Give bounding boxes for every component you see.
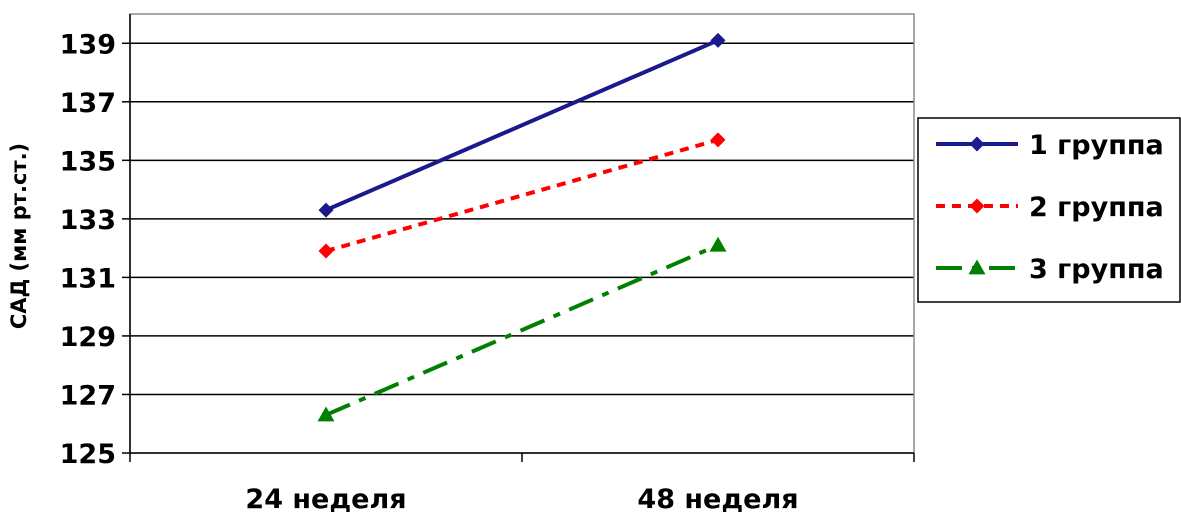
series-line-3: [325, 243, 719, 417]
data-point: [318, 243, 334, 259]
data-point: [318, 202, 334, 218]
y-tick-label: 139: [60, 29, 116, 60]
legend-label: 1 группа: [1029, 130, 1164, 161]
legend-entry-1: 1 группа: [936, 130, 1164, 161]
axes: 125 127 129 131 133 135 137 139 24 неделя 48 неде…: [60, 14, 915, 515]
y-tick-label: 135: [60, 146, 116, 177]
gridlines: [130, 42, 914, 396]
y-tick-label: 125: [60, 439, 116, 470]
data-point: [709, 236, 727, 252]
series-line-1: [325, 38, 719, 212]
legend-marker: [969, 136, 985, 152]
series-3: [317, 236, 727, 422]
series-2: [318, 132, 726, 259]
legend-label: 2 группа: [1029, 192, 1164, 223]
series-line-2: [325, 137, 719, 253]
series-group: [317, 32, 727, 422]
data-point: [710, 32, 726, 48]
data-point: [710, 132, 726, 148]
legend-marker: [969, 198, 985, 214]
x-tick-label: 48 неделя: [637, 484, 798, 515]
legend: 1 группа 2 группа 3 группа: [917, 117, 1181, 303]
plot-area-frame: [129, 13, 915, 454]
y-tick-label: 137: [60, 88, 116, 119]
x-tick-label: 24 неделя: [245, 484, 406, 515]
series-1: [318, 32, 726, 218]
legend-entry-2: 2 группа: [936, 192, 1164, 223]
y-tick-label: 129: [60, 322, 116, 353]
data-point: [317, 406, 335, 422]
legend-entry-3: 3 группа: [936, 254, 1164, 285]
y-tick-label: 131: [60, 263, 116, 294]
legend-label: 3 группа: [1029, 254, 1164, 285]
y-tick-label: 127: [60, 380, 116, 411]
y-axis-title: САД (мм рт.ст.): [7, 143, 31, 329]
legend-frame: [917, 117, 1181, 303]
legend-marker: [968, 259, 986, 275]
y-tick-label: 133: [60, 205, 116, 236]
